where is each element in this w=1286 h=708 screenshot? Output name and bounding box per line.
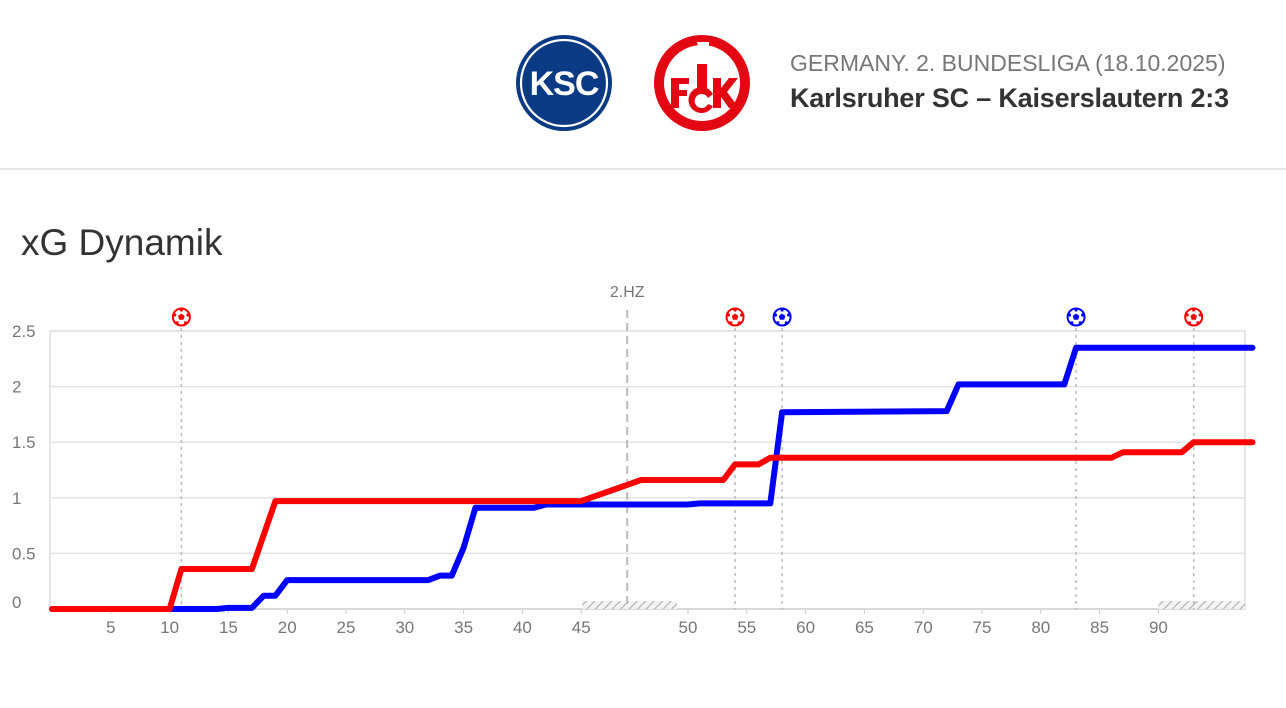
x-tick-label: 40 — [513, 618, 532, 637]
goal-ball-dot — [780, 308, 784, 312]
goal-ball-patch — [178, 313, 185, 320]
y-tick-label: 0 — [12, 593, 21, 612]
goal-ball-dot — [186, 313, 190, 317]
x-axis: 5 10 15 20 25 30 35 40 45 50 55 60 65 70 75 80 85 90 — [106, 609, 1168, 637]
goal-ball-icon — [725, 307, 745, 327]
x-tick-label: 5 — [106, 618, 115, 637]
y-axis: 0 0.5 1 1.5 2 2.5 — [12, 322, 36, 612]
goal-ball-patch — [778, 313, 786, 320]
goal-ball-dot — [1187, 321, 1192, 325]
goal-ball-dot — [1067, 313, 1072, 317]
goal-ball-dot — [1192, 308, 1196, 312]
goal-ball-patch — [1190, 313, 1197, 320]
goal-ball-dot — [1081, 313, 1085, 317]
goal-ball-dot — [726, 313, 731, 317]
xg-lines — [49, 344, 1256, 612]
goal-ball-dot — [729, 321, 733, 325]
xg-series-line — [49, 439, 1256, 612]
goal-ball-icon — [171, 307, 191, 327]
goal-ball-patch — [1072, 313, 1080, 320]
goal-ball-dot — [1198, 313, 1202, 317]
x-tick-label: 55 — [737, 618, 756, 637]
goal-ball-dot — [784, 321, 788, 325]
goal-ball-dot — [737, 321, 741, 325]
goal-ball-dot — [1196, 321, 1200, 325]
goal-ball-dot — [1074, 308, 1078, 312]
x-tick-label: 30 — [395, 618, 414, 637]
goal-ball-dot — [183, 321, 188, 325]
y-tick-label: 2 — [12, 378, 21, 397]
x-tick-label: 80 — [1031, 618, 1050, 637]
y-tick-label: 1.5 — [12, 433, 36, 452]
match-title: Karlsruher SC – Kaiserslautern 2:3 — [790, 83, 1229, 113]
x-tick-label: 35 — [454, 618, 473, 637]
ksc-crest-text: KSC — [530, 65, 599, 103]
halftime-label: 2.HZ — [610, 284, 645, 301]
goal-ball-dot — [787, 313, 791, 317]
goal-ball-patch — [731, 313, 739, 320]
x-tick-label: 65 — [855, 618, 874, 637]
goal-ball-dot — [733, 308, 737, 312]
x-tick-label: 50 — [679, 618, 698, 637]
goal-ball-dot — [776, 321, 780, 325]
goal-ball-dot — [740, 313, 744, 317]
section-title: xG Dynamik — [21, 222, 223, 263]
goal-ball-dot — [175, 321, 179, 325]
x-tick-label: 70 — [914, 618, 933, 637]
x-tick-label: 25 — [337, 618, 356, 637]
x-tick-label: 60 — [796, 618, 815, 637]
y-tick-label: 1 — [12, 489, 21, 508]
added-time-first-half — [582, 601, 678, 609]
goal-ball-dot — [1070, 321, 1074, 325]
x-tick-label: 45 — [572, 618, 591, 637]
goal-ball-dot — [1185, 313, 1189, 317]
fck-crest-icon — [654, 35, 750, 131]
ksc-crest-icon: KSC — [516, 35, 612, 131]
x-tick-label: 20 — [278, 618, 297, 637]
xg-series-line — [49, 344, 1256, 612]
grid-lines: 2.HZ — [49, 284, 1246, 610]
y-tick-label: 0.5 — [12, 544, 36, 563]
y-tick-label: 2.5 — [12, 322, 36, 341]
x-tick-label: 85 — [1090, 618, 1109, 637]
goal-ball-dot — [773, 313, 778, 317]
goal-ball-icon — [772, 307, 792, 327]
goal-ball-icon — [1066, 307, 1086, 327]
x-tick-label: 90 — [1149, 618, 1168, 637]
league-date: GERMANY. 2. BUNDESLIGA (18.10.2025) — [790, 50, 1226, 76]
x-tick-label: 10 — [160, 618, 179, 637]
x-tick-label: 15 — [219, 618, 238, 637]
goal-ball-dot — [173, 313, 177, 317]
x-tick-label: 75 — [973, 618, 992, 637]
xg-chart: 2.HZ 0 0.5 1 1.5 2 2.5 5 10 15 20 25 30 35 40 45 50 55 6… — [12, 284, 1256, 637]
added-time-second-half — [1158, 601, 1245, 609]
goal-ball-dot — [1078, 321, 1082, 325]
match-header: KSC GERMANY. 2. BUNDESLIGA (18.10.2025) … — [0, 0, 1286, 170]
goal-ball-dot — [179, 308, 183, 312]
goal-ball-icon — [1184, 307, 1204, 327]
